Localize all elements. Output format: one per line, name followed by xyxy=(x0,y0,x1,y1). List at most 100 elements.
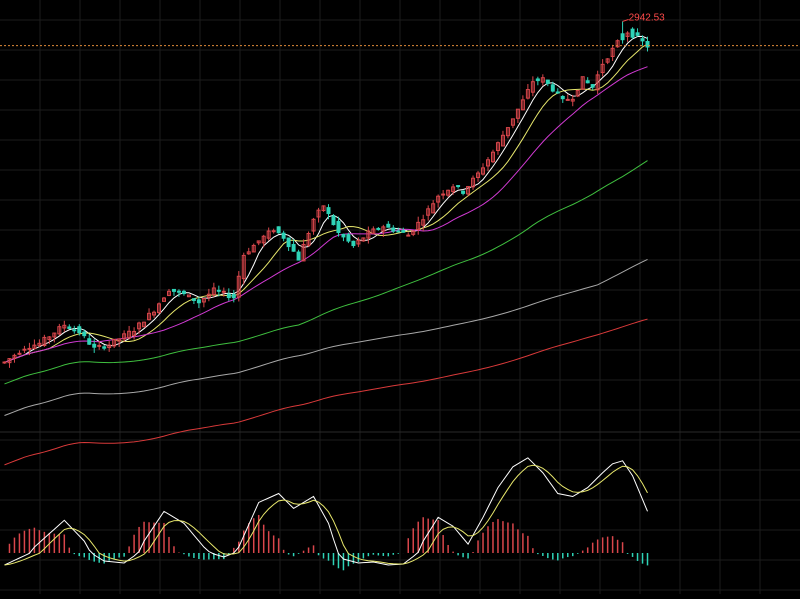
candle-up xyxy=(570,98,575,102)
candle-up xyxy=(147,312,152,321)
candle-up xyxy=(17,352,22,355)
candle-up xyxy=(600,63,605,74)
candle-down xyxy=(326,207,331,215)
candle-up xyxy=(321,205,326,212)
candle-up xyxy=(301,243,306,262)
high-price-label: 2942.53 xyxy=(629,12,666,23)
candle-down xyxy=(102,346,107,349)
candle-up xyxy=(366,230,371,239)
candle-down xyxy=(296,251,301,261)
candle-up xyxy=(595,74,600,91)
candle-up xyxy=(201,298,206,303)
candle-up xyxy=(476,172,481,178)
candle-up xyxy=(236,275,241,298)
candle-up xyxy=(540,77,545,83)
candle-down xyxy=(550,84,555,92)
candle-up xyxy=(490,151,495,163)
candle-down xyxy=(346,234,351,242)
candle-up xyxy=(311,218,316,232)
ma10-line xyxy=(4,43,648,363)
candle-up xyxy=(426,208,431,216)
candle-down xyxy=(620,33,625,41)
candle-down xyxy=(191,298,196,301)
candle-up xyxy=(251,244,256,253)
candle-up xyxy=(2,361,7,364)
candle-up xyxy=(22,348,27,351)
macd-dea-line xyxy=(4,464,648,566)
candle-up xyxy=(132,330,137,337)
candle-up xyxy=(316,209,321,218)
candle-down xyxy=(176,290,181,293)
candle-up xyxy=(565,98,570,101)
candle-down xyxy=(87,338,92,345)
candle-up xyxy=(481,167,486,175)
candle-up xyxy=(12,354,17,359)
candle-up xyxy=(466,186,471,195)
candle-up xyxy=(525,89,530,99)
candle-up xyxy=(122,333,127,340)
candle-up xyxy=(241,254,246,280)
high-marker: 2942.53 xyxy=(622,12,666,23)
candle-down xyxy=(545,79,550,84)
candle-up xyxy=(356,239,361,245)
candle-up xyxy=(381,226,386,232)
candle-up xyxy=(266,230,271,239)
candle-up xyxy=(615,40,620,48)
candle-up xyxy=(306,233,311,246)
candle-down xyxy=(396,230,401,233)
candle-up xyxy=(406,234,411,237)
ma60-line xyxy=(4,160,648,385)
candle-down xyxy=(231,294,236,299)
candle-up xyxy=(206,293,211,298)
ma120-line xyxy=(4,258,648,416)
candlesticks xyxy=(2,21,650,368)
candle-down xyxy=(72,329,77,332)
candle-down xyxy=(92,343,97,348)
candle-down xyxy=(461,190,466,194)
candle-down xyxy=(635,32,640,36)
candle-up xyxy=(127,330,132,339)
candle-up xyxy=(107,344,112,349)
candle-up xyxy=(42,336,47,347)
candle-up xyxy=(471,177,476,188)
candle-down xyxy=(535,78,540,82)
candle-down xyxy=(630,28,635,38)
candle-up xyxy=(47,336,52,341)
candle-up xyxy=(486,159,490,167)
candle-down xyxy=(281,232,286,239)
high-marker-leader xyxy=(622,18,629,22)
candle-down xyxy=(276,226,281,234)
candle-up xyxy=(495,142,500,152)
macd-dif-line xyxy=(4,457,648,566)
candle-up xyxy=(221,290,226,293)
candle-up xyxy=(436,195,441,203)
moving-average-lines xyxy=(4,35,648,466)
candle-up xyxy=(57,326,62,335)
candle-up xyxy=(186,294,191,298)
candle-down xyxy=(456,185,461,188)
candle-up xyxy=(421,219,426,226)
candle-down xyxy=(645,41,650,48)
candle-up xyxy=(515,108,520,119)
candle-up xyxy=(416,221,421,231)
candle-down xyxy=(560,95,565,100)
candle-up xyxy=(530,81,535,93)
candle-up xyxy=(97,344,102,347)
candle-up xyxy=(500,134,505,147)
candle-up xyxy=(211,287,216,295)
candle-up xyxy=(62,324,67,329)
candle-up xyxy=(575,89,580,97)
candle-down xyxy=(181,290,186,295)
candle-down xyxy=(555,91,560,94)
candle-up xyxy=(137,322,142,330)
ma250-line xyxy=(4,318,648,466)
candle-down xyxy=(82,331,87,337)
candle-down xyxy=(640,38,645,42)
candle-up xyxy=(451,186,456,193)
macd-panel xyxy=(4,457,649,571)
candle-up xyxy=(166,290,171,296)
candle-up xyxy=(625,32,630,37)
candle-up xyxy=(152,311,157,316)
candle-down xyxy=(331,215,336,226)
